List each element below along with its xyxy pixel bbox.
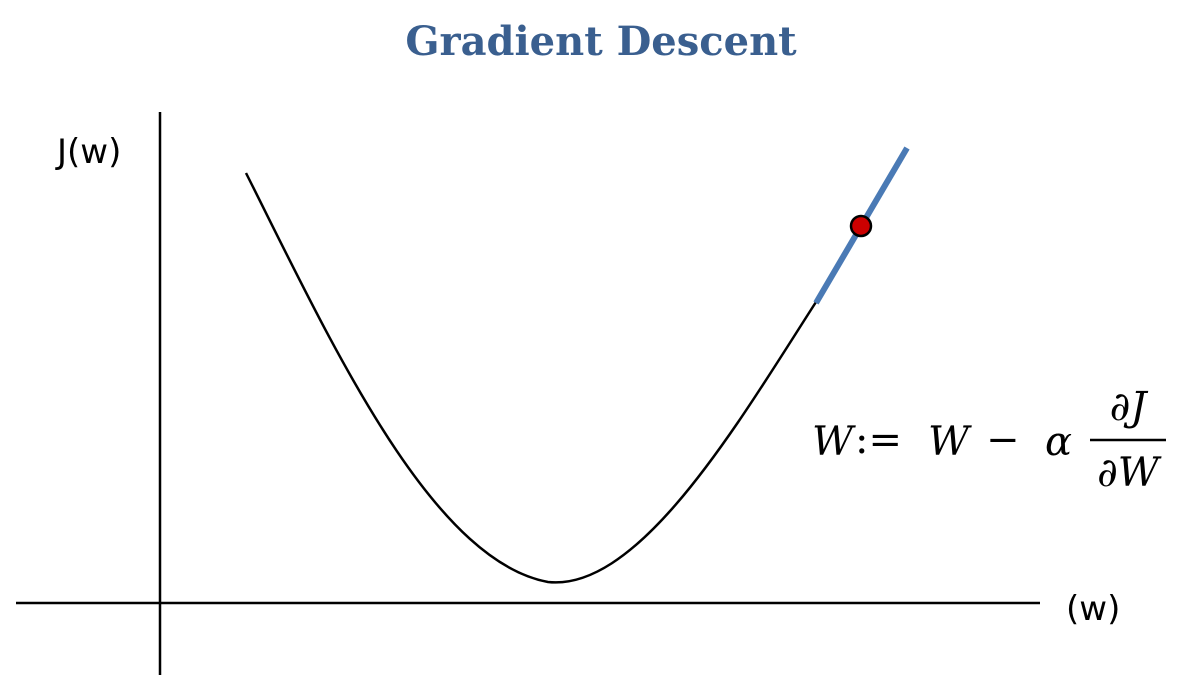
update-rule-formula: W := W − α ∂J ∂W bbox=[812, 384, 1166, 496]
x-axis-label: (w) bbox=[1066, 589, 1120, 629]
formula-assign: := bbox=[855, 417, 902, 463]
formula-lhs: W bbox=[812, 419, 856, 465]
formula-minus: − bbox=[986, 417, 1020, 463]
formula-numerator: ∂J bbox=[1110, 384, 1149, 430]
formula-denominator: ∂W bbox=[1097, 450, 1162, 496]
formula-rhs-var: W bbox=[928, 419, 972, 465]
cost-curve bbox=[244, 172, 818, 584]
page-title: Gradient Descent bbox=[405, 18, 797, 65]
current-point-marker bbox=[849, 214, 873, 238]
y-axis-label: J(w) bbox=[55, 132, 121, 172]
formula-alpha: α bbox=[1045, 419, 1072, 465]
